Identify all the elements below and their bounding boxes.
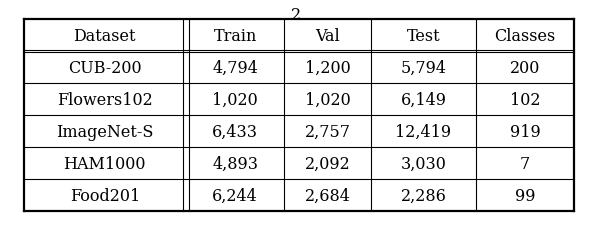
Text: 2,092: 2,092 <box>305 155 351 172</box>
Text: 1,020: 1,020 <box>305 92 351 108</box>
Text: 6,433: 6,433 <box>212 123 258 140</box>
Text: 3,030: 3,030 <box>401 155 446 172</box>
Text: 12,419: 12,419 <box>395 123 452 140</box>
Text: Dataset: Dataset <box>73 28 136 45</box>
Text: Classes: Classes <box>494 28 556 45</box>
Text: 7: 7 <box>520 155 530 172</box>
Text: 1,200: 1,200 <box>305 60 351 76</box>
Text: 99: 99 <box>514 187 535 204</box>
Text: 4,893: 4,893 <box>212 155 258 172</box>
Text: 2,684: 2,684 <box>305 187 351 204</box>
Text: Val: Val <box>316 28 340 45</box>
Text: 5,794: 5,794 <box>401 60 446 76</box>
Text: 1,020: 1,020 <box>213 92 258 108</box>
Text: 6,244: 6,244 <box>213 187 258 204</box>
Text: 200: 200 <box>510 60 540 76</box>
Text: 2: 2 <box>291 7 301 24</box>
Text: Flowers102: Flowers102 <box>57 92 153 108</box>
Text: HAM1000: HAM1000 <box>63 155 146 172</box>
Text: Food201: Food201 <box>70 187 140 204</box>
Text: 6,149: 6,149 <box>401 92 446 108</box>
Text: 919: 919 <box>510 123 540 140</box>
Text: 2,286: 2,286 <box>401 187 446 204</box>
Text: CUB-200: CUB-200 <box>68 60 141 76</box>
Text: 2,757: 2,757 <box>305 123 351 140</box>
Text: ImageNet-S: ImageNet-S <box>56 123 153 140</box>
Text: 4,794: 4,794 <box>213 60 258 76</box>
Text: Train: Train <box>214 28 257 45</box>
Text: 102: 102 <box>510 92 540 108</box>
Text: Test: Test <box>407 28 440 45</box>
